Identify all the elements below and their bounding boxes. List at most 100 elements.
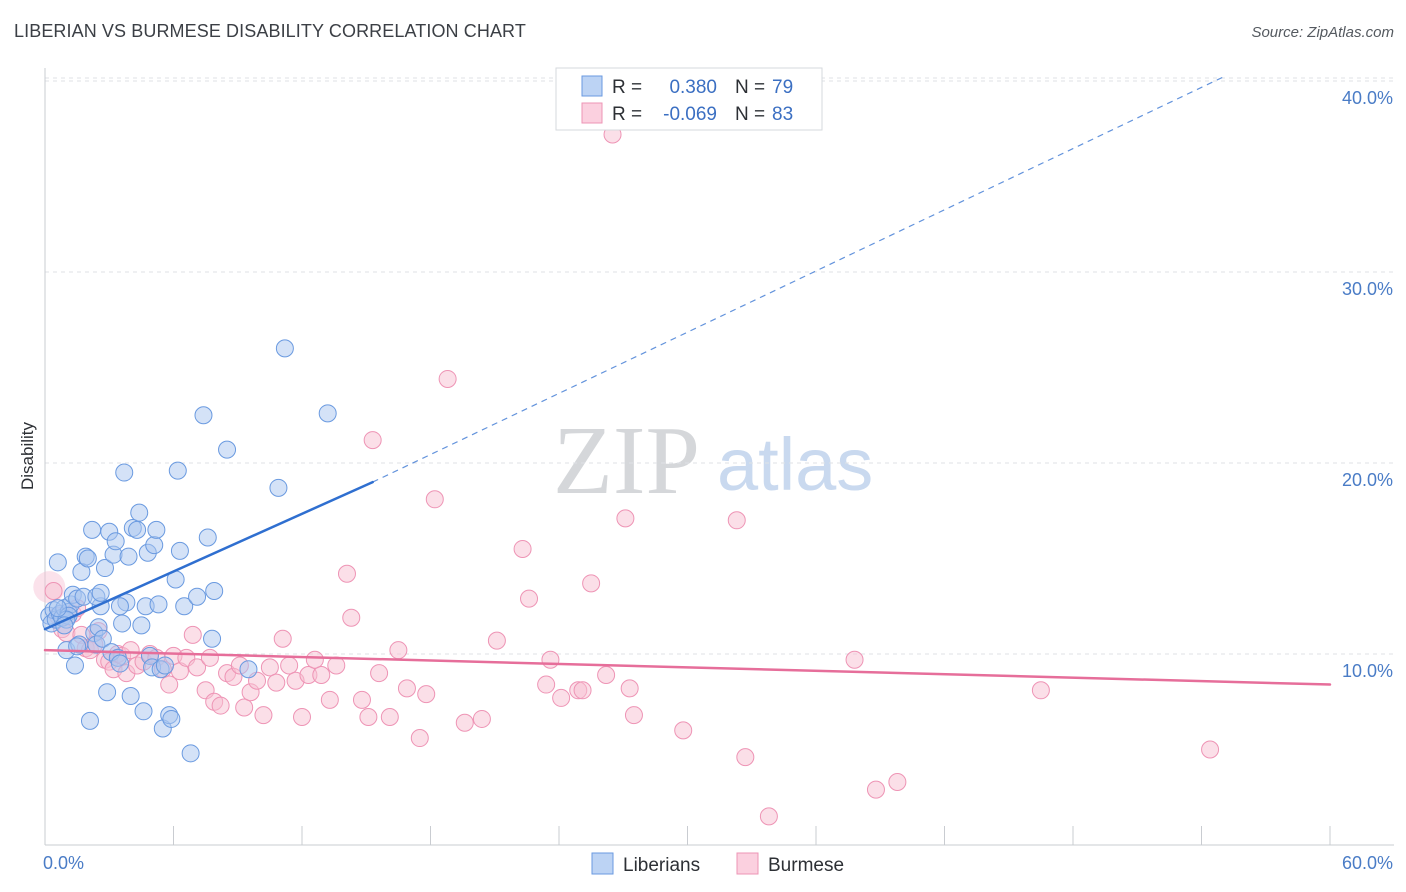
liberians-point-60 (181, 744, 200, 763)
liberians-point-55 (162, 709, 181, 728)
liberians-point-57 (168, 461, 187, 480)
liberians-point-19 (80, 711, 99, 730)
liberians-point-62 (194, 406, 213, 425)
legend-n-label-burmese: N = (735, 104, 765, 125)
y-axis-title: Disability (18, 421, 37, 490)
burmese-point-32 (211, 696, 230, 715)
burmese-point-55 (363, 431, 382, 450)
legend-n-label-liberians: N = (735, 77, 765, 98)
burmese-point-50 (327, 656, 346, 675)
liberians-point-64 (203, 629, 222, 648)
liberians-trend-line (43, 480, 374, 631)
burmese-point-28 (188, 658, 207, 677)
x-axis-ticks (44, 826, 1331, 845)
burmese-point-56 (370, 664, 389, 683)
legend-r-label-liberians: R = (612, 77, 642, 98)
y-tick-label-30: 30.0% (1342, 279, 1393, 299)
liberians-point-53 (155, 656, 174, 675)
x-tick-label-min: 0.0% (43, 853, 84, 873)
burmese-point-0 (44, 581, 63, 600)
bottom-legend-label-liberians: Liberians (623, 855, 700, 876)
burmese-point-43 (280, 656, 299, 675)
burmese-point-54 (359, 708, 378, 727)
liberians-point-69 (275, 339, 294, 358)
burmese-point-41 (267, 673, 286, 692)
liberians-point-41 (130, 503, 149, 522)
chart-title: LIBERIAN VS BURMESE DISABILITY CORRELATI… (14, 21, 526, 41)
liberians-point-40 (128, 520, 147, 539)
burmese-point-42 (273, 629, 292, 648)
burmese-point-57 (380, 708, 399, 727)
burmese-point-51 (337, 564, 356, 583)
liberians-point-48 (145, 536, 164, 555)
y-tick-label-10: 10.0% (1342, 661, 1393, 681)
liberians-point-66 (218, 440, 237, 459)
legend-r-label-burmese: R = (612, 104, 642, 125)
liberians-point-38 (121, 687, 140, 706)
bottom-legend-swatch-liberians (591, 852, 614, 875)
liberians-trend-extension (372, 76, 1224, 483)
liberians-point-37 (119, 547, 138, 566)
liberians-point-58 (170, 541, 189, 560)
burmese-point-39 (254, 706, 273, 725)
legend-r-value-liberians: 0.380 (669, 77, 717, 98)
bottom-legend-swatch-burmese (736, 852, 759, 875)
watermark-atlas: atlas (717, 423, 873, 506)
burmese-point-87 (1031, 681, 1050, 700)
burmese-point-83 (759, 807, 778, 826)
burmese-point-27 (183, 625, 202, 644)
legend-n-value-burmese: 83 (772, 104, 793, 125)
liberians-point-34 (113, 614, 132, 633)
burmese-point-63 (438, 369, 457, 388)
burmese-point-40 (260, 658, 279, 677)
burmese-point-79 (624, 706, 643, 725)
liberians-point-33 (110, 654, 129, 673)
liberians-point-43 (134, 702, 153, 721)
legend-r-value-burmese: -0.069 (663, 104, 717, 125)
liberians-point-25 (93, 629, 112, 648)
burmese-point-60 (410, 729, 429, 748)
watermark: ZIP atlas (553, 407, 873, 515)
burmese-point-86 (888, 772, 907, 791)
burmese-point-52 (342, 608, 361, 627)
burmese-trend-line (43, 648, 1332, 686)
liberians-point-4 (48, 553, 67, 572)
source-credit: Source: ZipAtlas.com (1251, 24, 1394, 41)
burmese-point-67 (513, 539, 532, 558)
burmese-point-70 (541, 650, 560, 669)
liberians-point-76 (91, 583, 110, 602)
liberians-point-78 (48, 599, 67, 618)
burmese-point-30 (200, 648, 219, 667)
y-axis-tick-labels: 10.0% 20.0% 30.0% 40.0% (1342, 88, 1393, 681)
burmese-point-68 (520, 589, 539, 608)
burmese-point-71 (552, 688, 571, 707)
burmese-point-49 (320, 690, 339, 709)
burmese-point-80 (674, 721, 693, 740)
liberians-point-18 (78, 549, 97, 568)
liberians-point-63 (198, 528, 217, 547)
burmese-point-65 (472, 709, 491, 728)
burmese-points (33, 125, 1220, 826)
legend-swatch-burmese (581, 102, 603, 124)
burmese-point-48 (312, 666, 331, 685)
liberians-point-68 (269, 478, 288, 497)
gridlines (45, 77, 1394, 655)
liberians-point-65 (205, 581, 224, 600)
burmese-point-81 (727, 511, 746, 530)
liberians-point-49 (147, 520, 166, 539)
burmese-point-23 (160, 675, 179, 694)
burmese-point-69 (537, 675, 556, 694)
burmese-point-62 (425, 490, 444, 509)
liberians-point-27 (98, 683, 117, 702)
liberians-point-35 (115, 463, 134, 482)
legend-n-value-liberians: 79 (772, 77, 793, 98)
liberians-point-50 (149, 595, 168, 614)
burmese-point-88 (1201, 740, 1220, 759)
burmese-point-45 (293, 708, 311, 727)
burmese-point-58 (389, 641, 408, 660)
y-tick-label-20: 20.0% (1342, 470, 1393, 490)
burmese-point-84 (845, 650, 864, 669)
liberians-point-61 (188, 587, 207, 606)
liberians-point-59 (175, 597, 194, 616)
